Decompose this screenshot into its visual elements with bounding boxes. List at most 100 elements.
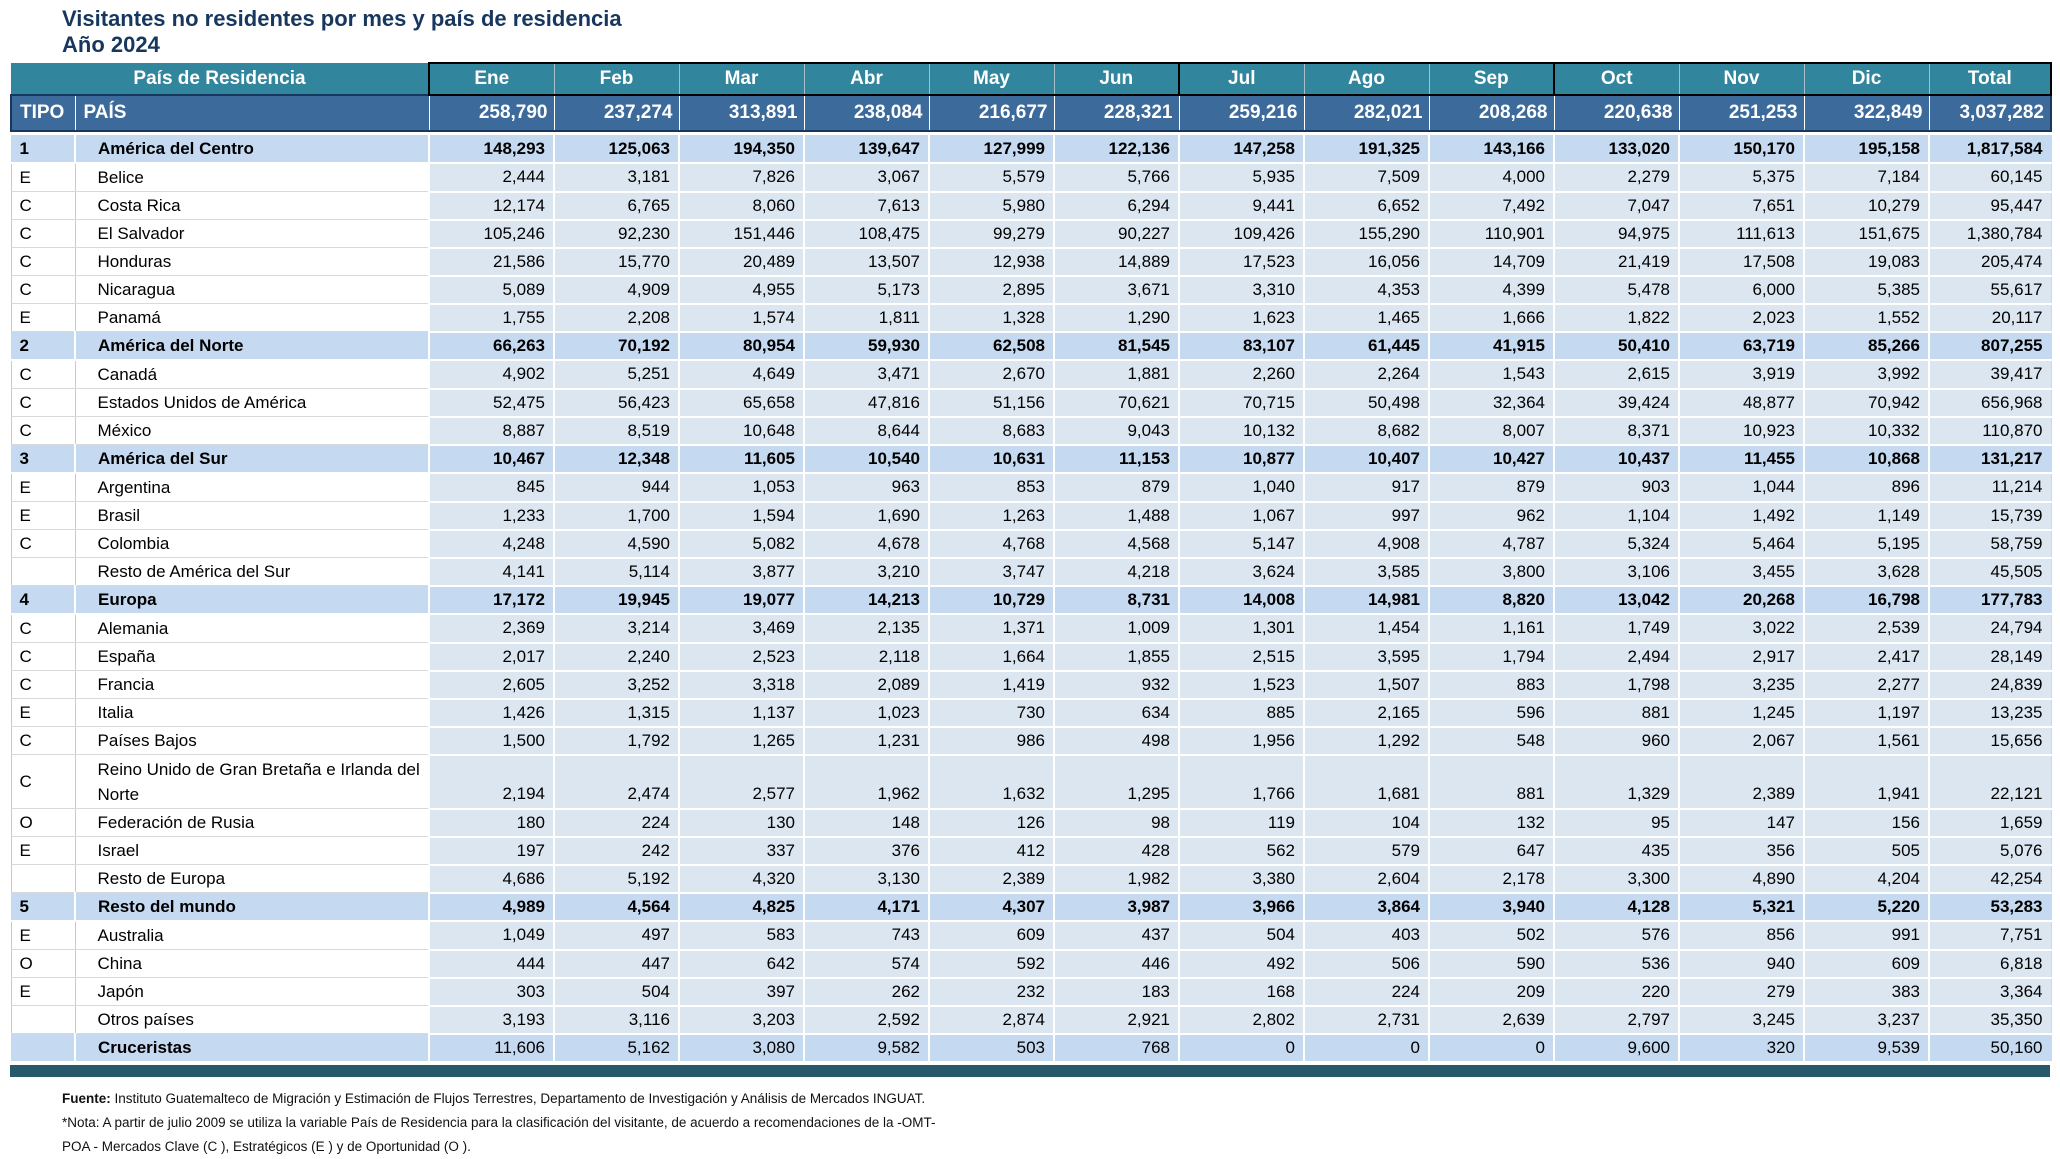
value-cell: 147,258	[1178, 135, 1304, 164]
value-cell: 150,170	[1678, 135, 1804, 164]
row-total-cell: 131,217	[1928, 444, 2052, 474]
tipo-cell: E	[10, 921, 76, 950]
value-cell: 853	[928, 473, 1054, 503]
value-cell: 3,214	[553, 614, 679, 644]
value-cell: 903	[1553, 473, 1679, 503]
page-subtitle: Año 2024	[62, 32, 160, 57]
value-cell: 3,471	[803, 360, 929, 390]
value-cell: 986	[928, 726, 1054, 756]
value-cell: 5,147	[1178, 529, 1304, 559]
value-cell: 105,246	[428, 219, 554, 249]
value-cell: 5,251	[553, 360, 679, 390]
value-cell: 5,114	[553, 557, 679, 587]
value-cell: 148	[803, 808, 929, 838]
value-cell: 579	[1303, 836, 1429, 866]
value-cell: 1,881	[1053, 360, 1179, 390]
value-cell: 4,989	[428, 892, 554, 922]
value-cell: 3,203	[678, 1005, 804, 1035]
value-cell: 70,715	[1178, 388, 1304, 418]
value-cell: 1,982	[1053, 864, 1179, 894]
table-row: 1 América del Centro 148,293 125,063 194,350…	[10, 135, 2052, 164]
tipo-cell: E	[10, 163, 76, 192]
value-cell: 932	[1053, 670, 1179, 700]
value-cell: 3,992	[1803, 360, 1929, 390]
value-cell: 881	[1553, 698, 1679, 728]
value-cell: 2,417	[1803, 642, 1929, 672]
tipo-cell: C	[10, 754, 76, 809]
value-cell: 4,564	[553, 892, 679, 922]
value-cell: 14,709	[1428, 247, 1554, 277]
value-cell: 1,561	[1803, 726, 1929, 756]
value-cell: 498	[1053, 726, 1179, 756]
pais-header: PAÍS	[74, 94, 429, 132]
value-cell: 2,208	[553, 303, 679, 333]
value-cell: 16,798	[1803, 585, 1929, 615]
value-cell: 11,605	[678, 444, 804, 474]
value-cell: 3,106	[1553, 557, 1679, 587]
value-cell: 4,890	[1678, 864, 1804, 894]
value-cell: 4,686	[428, 864, 554, 894]
value-cell: 3,595	[1303, 642, 1429, 672]
table-row: Otros países 3,193 3,116 3,203 2,592 2,874 2,9…	[10, 1005, 2052, 1035]
value-cell: 609	[928, 921, 1054, 951]
value-cell: 1,822	[1553, 303, 1679, 333]
value-cell: 127,999	[928, 135, 1054, 164]
tipo-cell: C	[10, 191, 76, 220]
table-row: C México 8,887 8,519 10,648 8,644 8,683 9,043 10…	[10, 416, 2052, 446]
value-cell: 2,279	[1553, 163, 1679, 193]
source-label: Fuente:	[62, 1091, 111, 1106]
value-cell: 583	[678, 921, 804, 951]
page-title: Visitantes no residentes por mes y país …	[62, 6, 622, 31]
value-cell: 10,407	[1303, 444, 1429, 474]
value-cell: 1,371	[928, 614, 1054, 644]
value-cell: 209	[1428, 977, 1554, 1007]
value-cell: 2,639	[1428, 1005, 1554, 1035]
value-cell: 61,445	[1303, 331, 1429, 361]
value-cell: 1,009	[1053, 614, 1179, 644]
value-cell: 356	[1678, 836, 1804, 866]
value-cell: 17,523	[1178, 247, 1304, 277]
value-cell: 2,277	[1803, 670, 1929, 700]
tipo-cell: C	[10, 642, 76, 671]
value-cell: 0	[1428, 1033, 1554, 1063]
value-cell: 7,492	[1428, 191, 1554, 221]
value-cell: 70,621	[1053, 388, 1179, 418]
value-cell: 3,987	[1053, 892, 1179, 922]
value-cell: 1,500	[428, 726, 554, 756]
value-cell: 2,118	[803, 642, 929, 672]
value-cell: 574	[803, 949, 929, 979]
value-cell: 3,210	[803, 557, 929, 587]
value-cell: 132	[1428, 808, 1554, 838]
value-cell: 3,919	[1678, 360, 1804, 390]
value-cell: 12,174	[428, 191, 554, 221]
row-total-cell: 1,817,584	[1928, 135, 2052, 164]
month-column-header: Mar	[678, 62, 804, 96]
value-cell: 3,380	[1178, 864, 1304, 894]
country-name-cell: Costa Rica	[75, 191, 429, 220]
value-cell: 1,426	[428, 698, 554, 728]
value-cell: 2,135	[803, 614, 929, 644]
value-cell: 1,454	[1303, 614, 1429, 644]
month-column-header: May	[928, 62, 1054, 96]
table-row: C Países Bajos 1,500 1,792 1,265 1,231 986 498 1…	[10, 726, 2052, 756]
value-cell: 151,675	[1803, 219, 1929, 249]
value-cell: 63,719	[1678, 331, 1804, 361]
value-cell: 7,509	[1303, 163, 1429, 193]
row-total-cell: 50,160	[1928, 1033, 2052, 1063]
value-cell: 14,008	[1178, 585, 1304, 615]
value-cell: 1,053	[678, 473, 804, 503]
value-cell: 7,651	[1678, 191, 1804, 221]
value-cell: 647	[1428, 836, 1554, 866]
value-cell: 1,067	[1178, 501, 1304, 531]
value-cell: 151,446	[678, 219, 804, 249]
value-cell: 3,585	[1303, 557, 1429, 587]
value-cell: 337	[678, 836, 804, 866]
value-cell: 1,231	[803, 726, 929, 756]
value-cell: 743	[803, 921, 929, 951]
value-cell: 1,749	[1553, 614, 1679, 644]
value-cell: 119	[1178, 808, 1304, 838]
value-cell: 10,868	[1803, 444, 1929, 474]
country-name-cell: Alemania	[75, 614, 429, 643]
value-cell: 3,877	[678, 557, 804, 587]
